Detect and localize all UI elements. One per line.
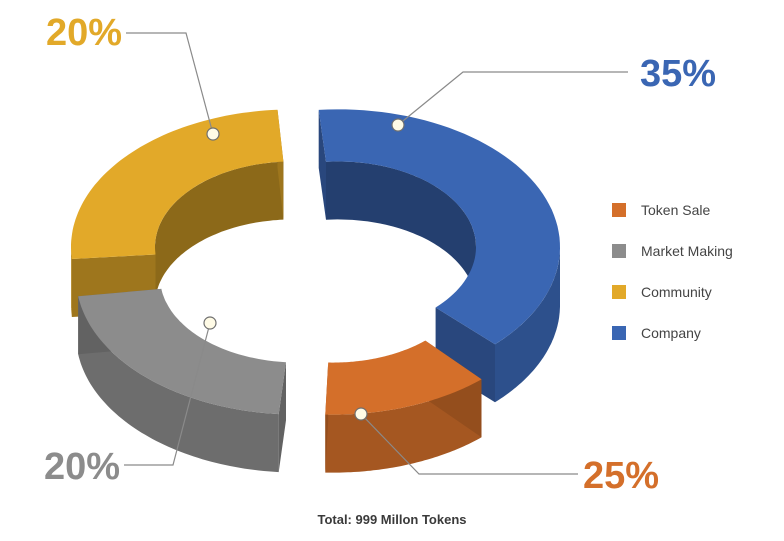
slice-top-face	[318, 109, 560, 345]
leader-marker-token-sale	[354, 407, 368, 421]
slices-group	[71, 109, 560, 473]
leader-marker-market-making	[203, 316, 217, 330]
slice-token-sale	[325, 340, 482, 473]
slice-inner-wall	[326, 161, 476, 305]
slice-end-cap	[278, 362, 286, 473]
legend-label-token-sale: Token Sale	[641, 202, 710, 218]
leader-marker-company	[391, 118, 405, 132]
leader-line-token-sale	[360, 413, 578, 475]
slice-top-face	[71, 109, 284, 259]
leader-line-company	[397, 71, 628, 126]
slice-inner-wall	[155, 161, 284, 305]
legend: Token Sale Market Making Community Company	[612, 202, 733, 341]
value-label-token-sale: 25%	[583, 455, 659, 497]
legend-label-community: Community	[641, 284, 712, 300]
chart-caption: Total: 999 Millon Tokens	[317, 512, 467, 527]
value-labels-group: 25% 20% 20% 35%	[44, 12, 716, 497]
leader-line-community	[126, 32, 214, 135]
leader-lines-group	[124, 32, 628, 475]
slice-outer-wall	[71, 247, 72, 317]
leader-line-market-making	[124, 322, 211, 466]
slice-outer-wall	[78, 296, 279, 473]
legend-label-company: Company	[641, 325, 701, 341]
slice-top-face	[78, 288, 286, 415]
value-label-community: 20%	[46, 12, 122, 54]
legend-label-market-making: Market Making	[641, 243, 733, 259]
legend-swatch-market-making	[612, 244, 626, 258]
slice-end-cap	[318, 109, 326, 220]
legend-swatch-community	[612, 285, 626, 299]
slice-community	[71, 109, 284, 317]
legend-swatch-company	[612, 326, 626, 340]
slice-top-face	[325, 340, 482, 415]
value-label-company: 35%	[640, 53, 716, 95]
leader-marker-community	[206, 127, 220, 141]
slice-outer-wall	[495, 247, 560, 403]
slice-market-making	[78, 288, 286, 473]
value-label-market-making: 20%	[44, 446, 120, 488]
legend-swatch-token-sale	[612, 203, 626, 217]
